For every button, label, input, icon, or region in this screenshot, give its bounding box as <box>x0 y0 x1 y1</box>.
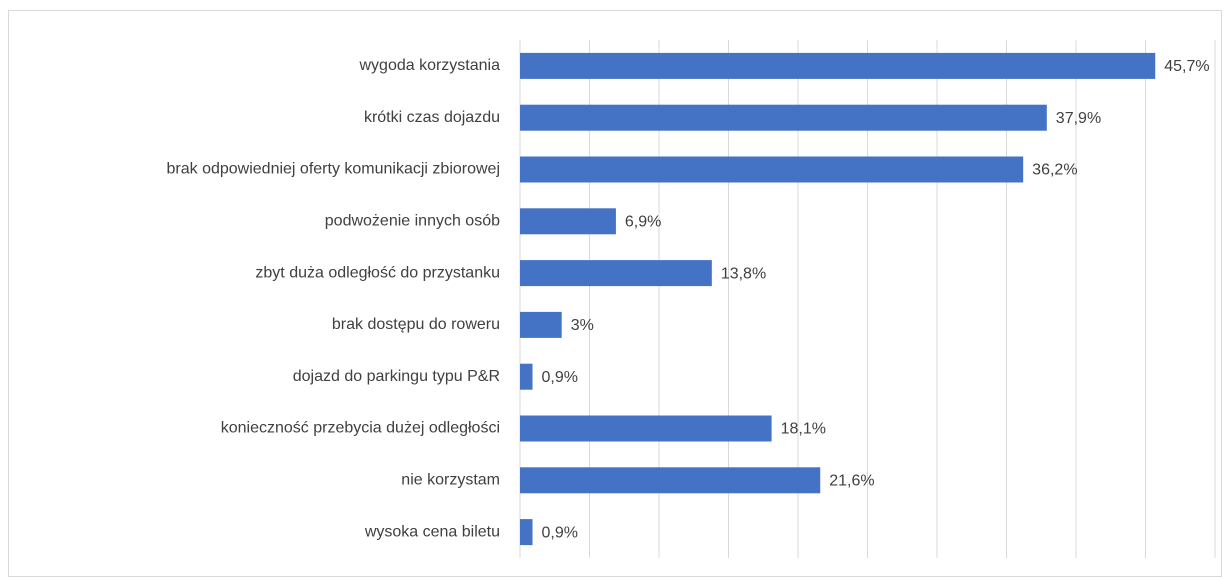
bar <box>520 208 616 235</box>
value-label: 0,9% <box>542 524 578 541</box>
value-label: 36,2% <box>1032 162 1077 179</box>
value-label: 21,6% <box>829 473 874 490</box>
bar <box>520 519 533 546</box>
category-label: nie korzystam <box>401 472 500 489</box>
bar <box>520 415 772 442</box>
category-label: krótki czas dojazdu <box>364 109 500 126</box>
bar <box>520 311 562 338</box>
bar <box>520 363 533 390</box>
category-label: wysoka cena biletu <box>364 523 500 540</box>
value-label: 0,9% <box>542 369 578 386</box>
value-label: 6,9% <box>625 214 661 231</box>
category-label: wygoda korzystania <box>358 57 500 74</box>
bar <box>520 104 1047 131</box>
value-label: 3% <box>571 317 594 334</box>
bar <box>520 467 821 494</box>
category-label: podwożenie innych osób <box>325 213 500 230</box>
category-label: dojazd do parkingu typu P&R <box>293 368 500 385</box>
category-label: zbyt duża odległość do przystanku <box>255 264 500 281</box>
category-label: brak dostępu do roweru <box>332 316 500 333</box>
value-label: 45,7% <box>1164 58 1209 75</box>
bar <box>520 52 1156 79</box>
value-label: 18,1% <box>781 421 826 438</box>
value-label: 37,9% <box>1056 110 1101 127</box>
category-label: brak odpowiedniej oferty komunikacji zbi… <box>167 161 501 178</box>
value-label: 13,8% <box>721 265 766 282</box>
bar <box>520 260 712 287</box>
category-label: konieczność przebycia dużej odległości <box>221 420 500 437</box>
bar <box>520 156 1024 183</box>
